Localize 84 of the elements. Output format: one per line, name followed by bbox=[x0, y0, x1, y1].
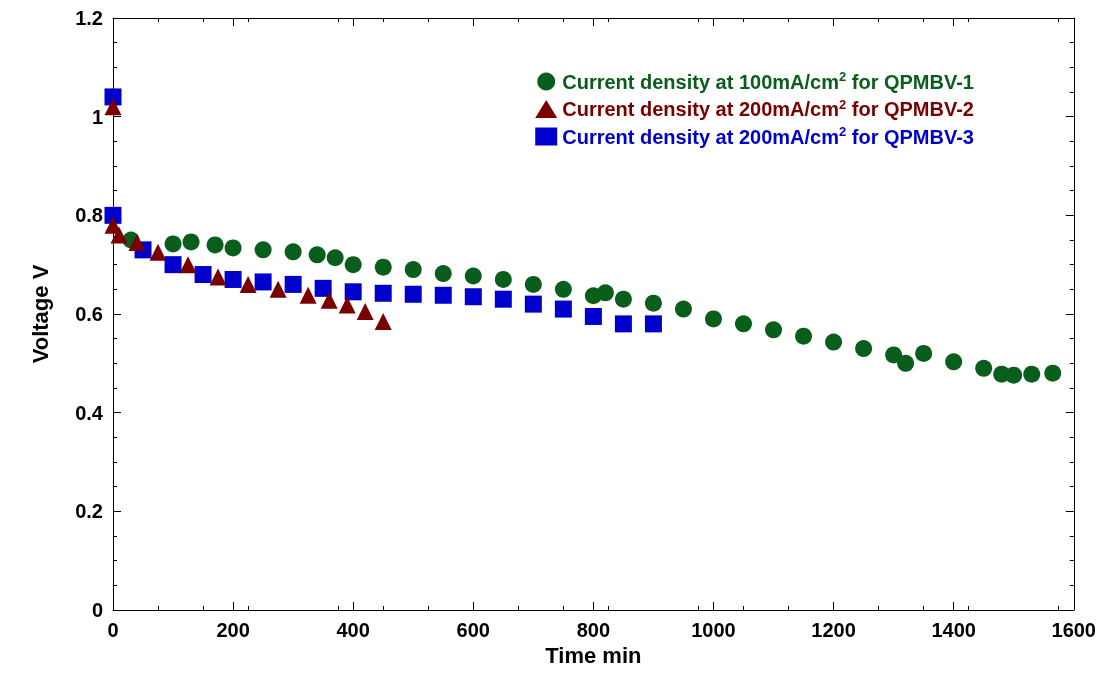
y-axis-title: Voltage V bbox=[27, 264, 53, 364]
point bbox=[128, 233, 146, 251]
point bbox=[584, 307, 602, 325]
x-tick-label: 400 bbox=[336, 619, 370, 641]
point bbox=[374, 284, 392, 302]
point bbox=[254, 241, 272, 259]
point bbox=[735, 315, 752, 333]
point bbox=[614, 315, 632, 333]
point bbox=[855, 340, 873, 358]
x-tick-label: 1400 bbox=[931, 619, 976, 641]
point bbox=[614, 290, 632, 308]
point bbox=[644, 294, 662, 312]
point bbox=[404, 261, 422, 279]
point bbox=[434, 265, 452, 283]
point bbox=[1005, 366, 1023, 384]
point bbox=[344, 256, 362, 274]
x-tick-label: 1000 bbox=[691, 619, 736, 641]
y-tick-label: 0.6 bbox=[75, 303, 103, 325]
point bbox=[254, 273, 272, 291]
point bbox=[326, 249, 344, 267]
x-axis-title: Time min bbox=[545, 643, 642, 669]
point bbox=[554, 280, 572, 298]
point bbox=[179, 256, 197, 274]
point bbox=[182, 233, 200, 251]
point bbox=[975, 359, 993, 377]
point bbox=[524, 295, 542, 313]
x-tick-label: 800 bbox=[576, 619, 611, 641]
point bbox=[554, 300, 572, 318]
x-tick-label: 1200 bbox=[811, 619, 856, 641]
point bbox=[897, 354, 915, 372]
point bbox=[1044, 364, 1062, 382]
point bbox=[104, 98, 122, 116]
point bbox=[194, 266, 212, 284]
x-tick-label: 1600 bbox=[1051, 619, 1096, 641]
y-tick-label: 0 bbox=[91, 599, 103, 621]
point bbox=[206, 236, 224, 254]
point bbox=[374, 312, 392, 330]
point bbox=[314, 279, 332, 297]
point bbox=[494, 270, 512, 288]
point bbox=[674, 300, 692, 318]
point bbox=[1023, 365, 1041, 383]
point bbox=[308, 246, 326, 264]
point bbox=[320, 291, 338, 309]
y-tick-label: 1.2 bbox=[75, 7, 103, 29]
point bbox=[110, 226, 128, 244]
point bbox=[704, 310, 722, 328]
point bbox=[164, 256, 182, 274]
y-tick-label: 0.2 bbox=[75, 500, 103, 523]
x-tick-label: 200 bbox=[216, 619, 250, 641]
point bbox=[299, 286, 317, 304]
point bbox=[104, 88, 122, 106]
x-tick-label: 0 bbox=[107, 619, 119, 641]
point bbox=[164, 235, 182, 253]
point bbox=[356, 303, 374, 321]
point bbox=[344, 283, 362, 301]
point bbox=[338, 296, 356, 314]
point bbox=[104, 206, 122, 224]
point bbox=[825, 333, 843, 351]
point bbox=[885, 346, 903, 364]
point bbox=[494, 290, 512, 308]
y-tick-label: 1 bbox=[91, 105, 103, 128]
point bbox=[464, 267, 482, 285]
point bbox=[945, 353, 963, 371]
point bbox=[149, 243, 167, 261]
point bbox=[464, 288, 482, 306]
point bbox=[239, 275, 257, 293]
point bbox=[284, 275, 302, 293]
point bbox=[596, 284, 614, 302]
point bbox=[209, 268, 227, 286]
point bbox=[765, 321, 783, 339]
point bbox=[915, 344, 933, 362]
point bbox=[224, 270, 242, 288]
point bbox=[269, 280, 287, 298]
point bbox=[284, 243, 302, 261]
x-tick-label: 600 bbox=[456, 619, 490, 641]
point bbox=[524, 275, 542, 293]
y-tick-label: 0.4 bbox=[75, 401, 104, 424]
y-tick-label: 0.8 bbox=[75, 204, 103, 227]
point bbox=[434, 286, 452, 304]
point bbox=[644, 315, 662, 333]
point bbox=[404, 285, 422, 303]
point bbox=[224, 239, 242, 257]
point bbox=[795, 327, 813, 345]
point bbox=[374, 258, 392, 276]
